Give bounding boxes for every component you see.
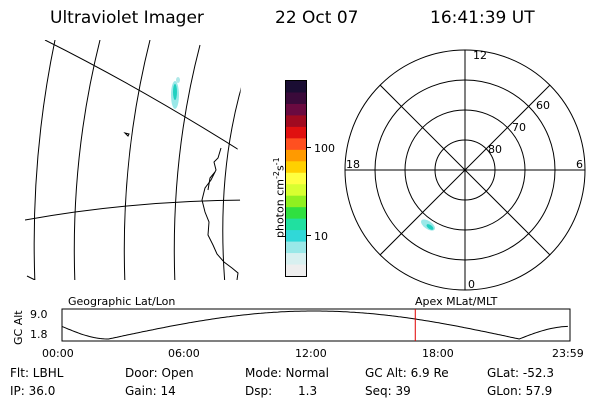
x-tick-2359: 23:59 xyxy=(552,347,584,360)
polar-label-18: 18 xyxy=(346,158,360,171)
apex-label: Apex MLat/MLT xyxy=(415,295,498,308)
x-tick-0000: 00:00 xyxy=(42,347,74,360)
aurora-emission-edge xyxy=(176,77,180,83)
colorbar-unit-label: photon cm-2s-1 xyxy=(272,157,287,238)
altitude-plot-frame xyxy=(61,308,571,342)
polar-label-0: 0 xyxy=(468,278,475,291)
y-tick-1-8: 1.8 xyxy=(30,328,48,341)
colorbar-band xyxy=(286,264,306,276)
altitude-curve xyxy=(61,310,568,340)
colorbar-band xyxy=(286,126,306,139)
seq-status: Seq: 39 xyxy=(365,384,411,398)
altitude-plot: 9.0 1.8 GC Alt xyxy=(12,308,571,345)
door-status: Door: Open xyxy=(125,366,194,380)
colorbar xyxy=(285,80,307,277)
gc-alt-status: GC Alt: 6.9 Re xyxy=(365,366,449,380)
meridian-line xyxy=(222,59,251,280)
y-axis-label: GC Alt xyxy=(12,310,25,345)
colorbar-tick-10: 10 xyxy=(314,230,328,243)
instrument-title: Ultraviolet Imager xyxy=(50,8,204,28)
aurora-emission-core xyxy=(173,84,177,100)
colorbar-band xyxy=(286,149,306,162)
polar-ring-label-80: 80 xyxy=(488,143,502,156)
colorbar-tick-mark xyxy=(306,235,311,236)
colorbar-band xyxy=(286,103,306,116)
colorbar-tick-100: 100 xyxy=(314,142,335,155)
latitude-line xyxy=(25,199,253,221)
time-label: 16:41:39 UT xyxy=(430,8,535,28)
colorbar-band xyxy=(286,81,306,93)
ip-status: IP: 36.0 xyxy=(10,384,56,398)
colorbar-band xyxy=(286,138,306,151)
colorbar-band xyxy=(286,172,306,185)
colorbar-band xyxy=(286,207,306,220)
geographic-label: Geographic Lat/Lon xyxy=(68,295,176,308)
colorbar-band xyxy=(286,115,306,128)
colorbar-band xyxy=(286,218,306,231)
glat-status: GLat: -52.3 xyxy=(487,366,554,380)
mode-status: Mode: Normal xyxy=(245,366,329,380)
colorbar-band xyxy=(286,230,306,243)
x-tick-1200: 12:00 xyxy=(295,347,327,360)
polar-ring-label-70: 70 xyxy=(512,121,526,134)
latitude-line xyxy=(44,40,253,161)
meridian-line xyxy=(33,40,56,280)
polar-label-12: 12 xyxy=(473,49,487,62)
coastline xyxy=(207,171,216,191)
colorbar-band xyxy=(286,161,306,174)
dsp-label: Dsp: xyxy=(245,384,273,398)
colorbar-band xyxy=(286,241,306,254)
polar-plot: 12 0 18 6 60 70 80 xyxy=(344,49,586,291)
glon-status: GLon: 57.9 xyxy=(487,384,553,398)
colorbar-band xyxy=(286,184,306,197)
meridian-line xyxy=(173,44,201,280)
date-label: 22 Oct 07 xyxy=(275,8,359,28)
filter-status: Flt: LBHL xyxy=(10,366,64,380)
colorbar-gradient xyxy=(286,81,306,276)
colorbar-tick-mark xyxy=(306,147,311,148)
meridian-line xyxy=(123,40,151,280)
x-tick-1800: 18:00 xyxy=(422,347,454,360)
polar-aurora-core xyxy=(426,224,434,230)
coastline xyxy=(123,132,130,137)
dsp-value: 1.3 xyxy=(298,384,318,398)
colorbar-band xyxy=(286,92,306,105)
colorbar-band xyxy=(286,195,306,208)
polar-label-6: 6 xyxy=(576,158,583,171)
gain-status: Gain: 14 xyxy=(125,384,176,398)
coastline xyxy=(26,275,36,280)
y-tick-9: 9.0 xyxy=(30,308,48,321)
colorbar-band xyxy=(286,253,306,266)
x-tick-0600: 06:00 xyxy=(168,347,200,360)
polar-ring-label-60: 60 xyxy=(536,99,550,112)
coastline xyxy=(201,147,239,280)
polar-axis-diagonal xyxy=(379,84,551,256)
meridian-line xyxy=(73,40,101,280)
geographic-map xyxy=(25,40,253,280)
